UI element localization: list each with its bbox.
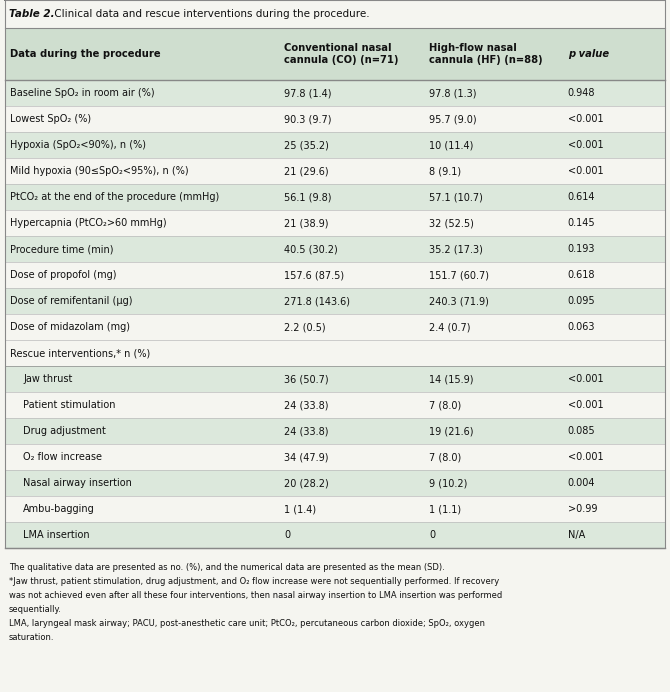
Text: 97.8 (1.3): 97.8 (1.3): [429, 88, 476, 98]
Text: 40.5 (30.2): 40.5 (30.2): [284, 244, 338, 254]
Text: Nasal airway insertion: Nasal airway insertion: [23, 478, 132, 488]
Text: 56.1 (9.8): 56.1 (9.8): [284, 192, 332, 202]
Bar: [5, 0, 665, 28]
Bar: [5, 28, 665, 80]
Bar: [5, 236, 665, 262]
Text: sequentially.: sequentially.: [9, 606, 62, 614]
Text: 8 (9.1): 8 (9.1): [429, 166, 461, 176]
Text: Procedure time (min): Procedure time (min): [10, 244, 113, 254]
Text: p value: p value: [567, 49, 609, 59]
Text: Dose of remifentanil (µg): Dose of remifentanil (µg): [10, 296, 133, 306]
Text: Mild hypoxia (90≤SpO₂<95%), n (%): Mild hypoxia (90≤SpO₂<95%), n (%): [10, 166, 189, 176]
Text: Ambu-bagging: Ambu-bagging: [23, 504, 94, 514]
Text: Data during the procedure: Data during the procedure: [10, 49, 161, 59]
Bar: [5, 288, 665, 314]
Text: *Jaw thrust, patient stimulation, drug adjustment, and O₂ flow increase were not: *Jaw thrust, patient stimulation, drug a…: [9, 578, 499, 587]
Text: 95.7 (9.0): 95.7 (9.0): [429, 114, 477, 124]
Text: 0.085: 0.085: [567, 426, 596, 436]
Text: Table 2.: Table 2.: [9, 9, 55, 19]
Text: 32 (52.5): 32 (52.5): [429, 218, 474, 228]
Text: 0.095: 0.095: [567, 296, 596, 306]
Text: <0.001: <0.001: [567, 400, 603, 410]
Text: 0: 0: [284, 530, 290, 540]
Text: 57.1 (10.7): 57.1 (10.7): [429, 192, 483, 202]
Text: 90.3 (9.7): 90.3 (9.7): [284, 114, 332, 124]
Text: <0.001: <0.001: [567, 140, 603, 150]
Bar: [5, 132, 665, 158]
Bar: [5, 80, 665, 106]
Text: 21 (38.9): 21 (38.9): [284, 218, 328, 228]
Text: Drug adjustment: Drug adjustment: [23, 426, 106, 436]
Bar: [5, 184, 665, 210]
Text: <0.001: <0.001: [567, 114, 603, 124]
Text: 9 (10.2): 9 (10.2): [429, 478, 468, 488]
Text: >0.99: >0.99: [567, 504, 597, 514]
Text: 0.618: 0.618: [567, 270, 595, 280]
Text: 271.8 (143.6): 271.8 (143.6): [284, 296, 350, 306]
Text: 36 (50.7): 36 (50.7): [284, 374, 328, 384]
Text: Clinical data and rescue interventions during the procedure.: Clinical data and rescue interventions d…: [51, 9, 370, 19]
Text: <0.001: <0.001: [567, 452, 603, 462]
Text: Lowest SpO₂ (%): Lowest SpO₂ (%): [10, 114, 91, 124]
Text: 20 (28.2): 20 (28.2): [284, 478, 329, 488]
Text: The qualitative data are presented as no. (%), and the numerical data are presen: The qualitative data are presented as no…: [9, 563, 445, 572]
Text: 7 (8.0): 7 (8.0): [429, 400, 462, 410]
Text: LMA insertion: LMA insertion: [23, 530, 90, 540]
Text: O₂ flow increase: O₂ flow increase: [23, 452, 102, 462]
Text: 7 (8.0): 7 (8.0): [429, 452, 462, 462]
Text: 151.7 (60.7): 151.7 (60.7): [429, 270, 489, 280]
Text: Patient stimulation: Patient stimulation: [23, 400, 115, 410]
Text: 1 (1.1): 1 (1.1): [429, 504, 461, 514]
Text: <0.001: <0.001: [567, 166, 603, 176]
Text: 2.2 (0.5): 2.2 (0.5): [284, 322, 326, 332]
Bar: [5, 366, 665, 392]
Text: Hypercapnia (PtCO₂>60 mmHg): Hypercapnia (PtCO₂>60 mmHg): [10, 218, 167, 228]
Text: 0.614: 0.614: [567, 192, 595, 202]
Text: 24 (33.8): 24 (33.8): [284, 400, 328, 410]
Bar: [5, 418, 665, 444]
Bar: [5, 470, 665, 496]
Text: 24 (33.8): 24 (33.8): [284, 426, 328, 436]
Text: 1 (1.4): 1 (1.4): [284, 504, 316, 514]
Text: was not achieved even after all these four interventions, then nasal airway inse: was not achieved even after all these fo…: [9, 592, 502, 601]
Text: Hypoxia (SpO₂<90%), n (%): Hypoxia (SpO₂<90%), n (%): [10, 140, 146, 150]
Text: High-flow nasal
cannula (HF) (n=88): High-flow nasal cannula (HF) (n=88): [429, 43, 543, 65]
Text: 2.4 (0.7): 2.4 (0.7): [429, 322, 470, 332]
Text: Rescue interventions,* n (%): Rescue interventions,* n (%): [10, 348, 150, 358]
Text: 35.2 (17.3): 35.2 (17.3): [429, 244, 483, 254]
Text: 0.948: 0.948: [567, 88, 595, 98]
Text: 21 (29.6): 21 (29.6): [284, 166, 328, 176]
Text: Dose of midazolam (mg): Dose of midazolam (mg): [10, 322, 130, 332]
Text: 0.193: 0.193: [567, 244, 595, 254]
Text: Baseline SpO₂ in room air (%): Baseline SpO₂ in room air (%): [10, 88, 155, 98]
Text: saturation.: saturation.: [9, 633, 54, 642]
Text: N/A: N/A: [567, 530, 585, 540]
Text: 0.063: 0.063: [567, 322, 595, 332]
Text: 157.6 (87.5): 157.6 (87.5): [284, 270, 344, 280]
Text: 0: 0: [429, 530, 436, 540]
Text: <0.001: <0.001: [567, 374, 603, 384]
Text: 97.8 (1.4): 97.8 (1.4): [284, 88, 332, 98]
Text: 19 (21.6): 19 (21.6): [429, 426, 474, 436]
Bar: [5, 0, 665, 548]
Text: 25 (35.2): 25 (35.2): [284, 140, 329, 150]
Text: Dose of propofol (mg): Dose of propofol (mg): [10, 270, 117, 280]
Text: 240.3 (71.9): 240.3 (71.9): [429, 296, 489, 306]
Bar: [5, 522, 665, 548]
Text: 0.004: 0.004: [567, 478, 595, 488]
Text: 10 (11.4): 10 (11.4): [429, 140, 474, 150]
Text: 34 (47.9): 34 (47.9): [284, 452, 328, 462]
Text: 0.145: 0.145: [567, 218, 596, 228]
Text: 14 (15.9): 14 (15.9): [429, 374, 474, 384]
Text: LMA, laryngeal mask airway; PACU, post-anesthetic care unit; PtCO₂, percutaneous: LMA, laryngeal mask airway; PACU, post-a…: [9, 619, 485, 628]
Text: Conventional nasal
cannula (CO) (n=71): Conventional nasal cannula (CO) (n=71): [284, 43, 399, 65]
Text: Jaw thrust: Jaw thrust: [23, 374, 72, 384]
Text: PtCO₂ at the end of the procedure (mmHg): PtCO₂ at the end of the procedure (mmHg): [10, 192, 219, 202]
